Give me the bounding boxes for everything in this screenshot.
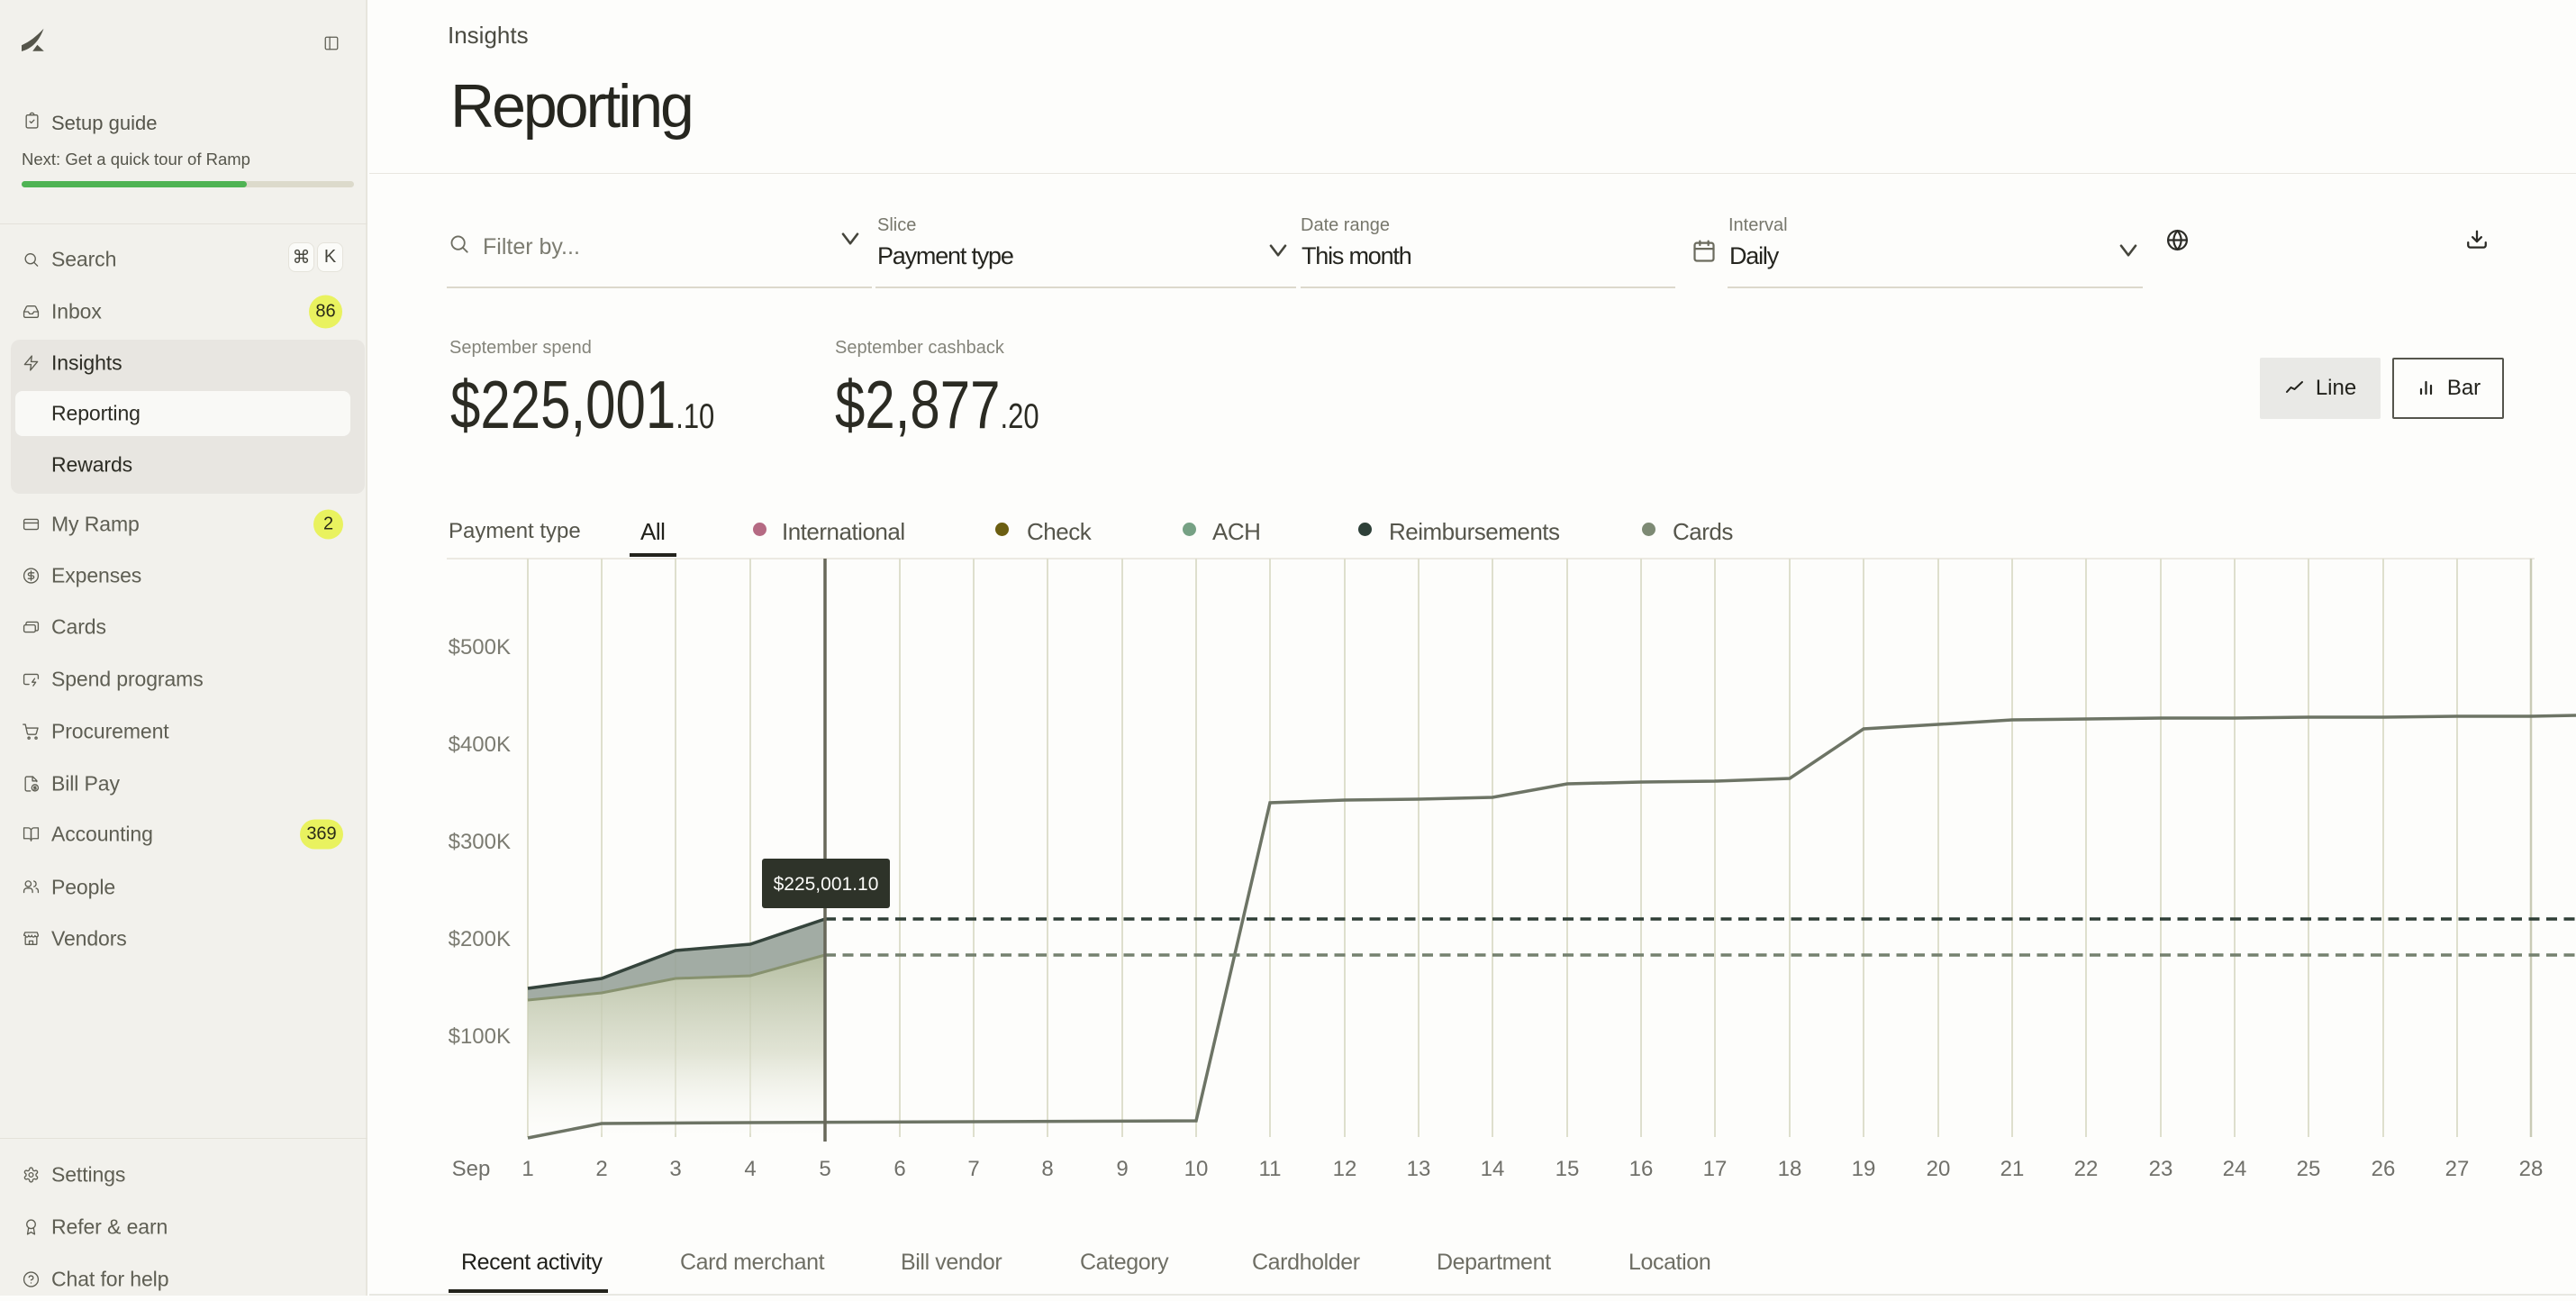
svg-text:$225,001.10: $225,001.10 (450, 368, 714, 443)
svg-text:22: 22 (2074, 1157, 2099, 1181)
svg-text:16: 16 (1629, 1157, 1654, 1181)
svg-text:19: 19 (1852, 1157, 1876, 1181)
svg-text:$100K: $100K (449, 1024, 511, 1049)
svg-text:3: 3 (669, 1157, 681, 1181)
svg-text:$500K: $500K (449, 635, 511, 660)
svg-text:9: 9 (1116, 1157, 1128, 1181)
svg-text:23: 23 (2149, 1157, 2173, 1181)
svg-text:$225,001.10: $225,001.10 (774, 874, 879, 895)
svg-text:25: 25 (2297, 1157, 2321, 1181)
svg-text:$300K: $300K (449, 830, 511, 854)
svg-text:2: 2 (595, 1157, 607, 1181)
svg-text:11: 11 (1259, 1157, 1282, 1181)
svg-text:14: 14 (1481, 1157, 1505, 1181)
svg-text:18: 18 (1778, 1157, 1802, 1181)
svg-text:21: 21 (2000, 1157, 2025, 1181)
svg-text:7: 7 (967, 1157, 979, 1181)
svg-text:12: 12 (1333, 1157, 1357, 1181)
svg-text:$200K: $200K (449, 927, 511, 951)
svg-text:Sep: Sep (452, 1157, 491, 1181)
svg-text:15: 15 (1556, 1157, 1580, 1181)
svg-text:6: 6 (893, 1157, 905, 1181)
svg-text:28: 28 (2519, 1157, 2544, 1181)
svg-text:24: 24 (2223, 1157, 2247, 1181)
svg-text:10: 10 (1184, 1157, 1209, 1181)
svg-text:13: 13 (1407, 1157, 1431, 1181)
svg-text:27: 27 (2445, 1157, 2470, 1181)
svg-text:8: 8 (1041, 1157, 1053, 1181)
svg-text:1: 1 (522, 1157, 533, 1181)
svg-text:20: 20 (1927, 1157, 1951, 1181)
svg-text:4: 4 (744, 1157, 756, 1181)
svg-text:17: 17 (1703, 1157, 1728, 1181)
svg-text:5: 5 (819, 1157, 830, 1181)
svg-text:$400K: $400K (449, 732, 511, 757)
svg-text:26: 26 (2372, 1157, 2396, 1181)
svg-text:$2,877.20: $2,877.20 (835, 368, 1039, 443)
